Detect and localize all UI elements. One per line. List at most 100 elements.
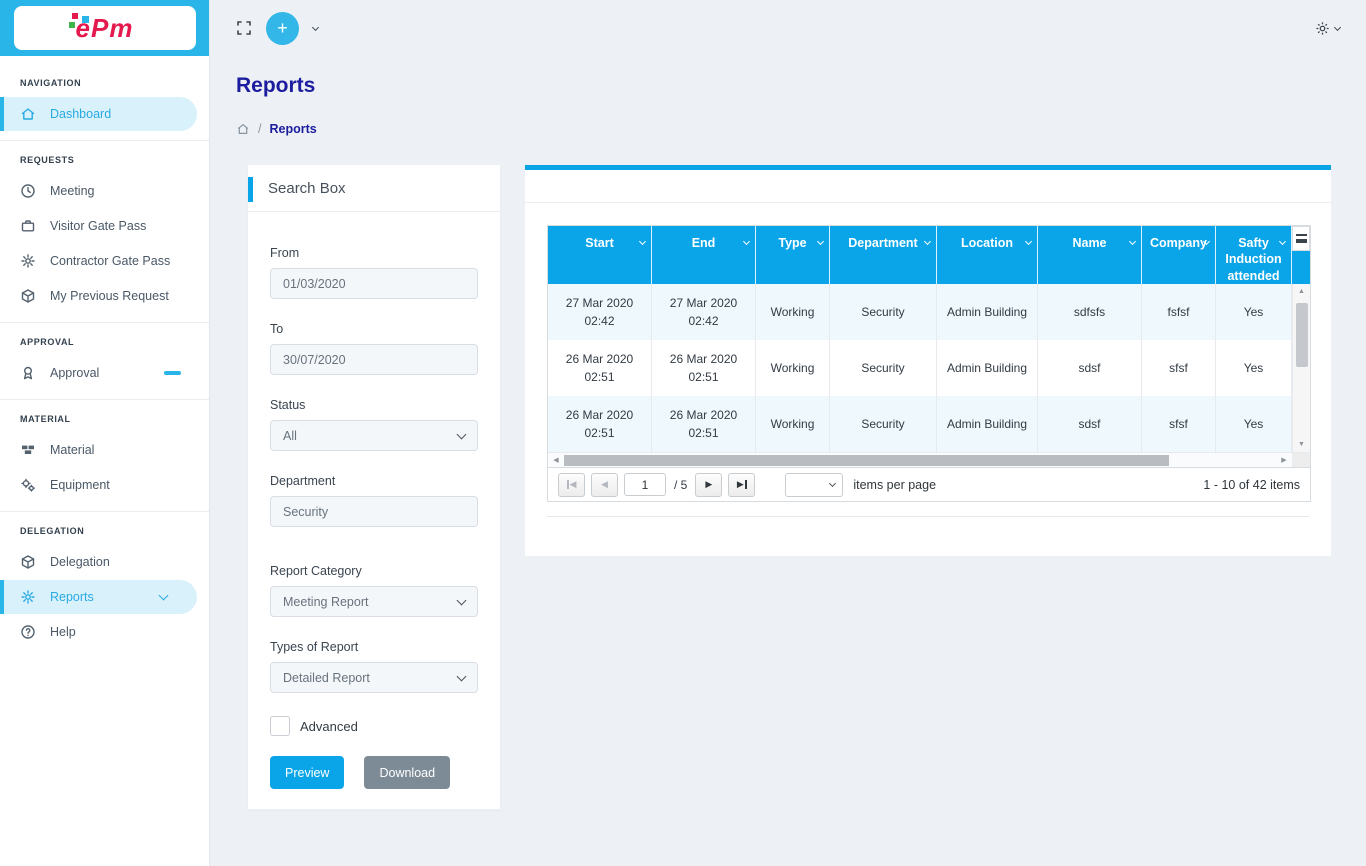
cell-end: 26 Mar 2020 02:51 bbox=[652, 340, 756, 396]
sidebar-item-equipment[interactable]: Equipment bbox=[0, 468, 209, 502]
sidebar-item-label: Material bbox=[50, 443, 94, 457]
column-header-company[interactable]: Company bbox=[1142, 226, 1216, 284]
grid-header-menu-column bbox=[1292, 226, 1310, 284]
horizontal-scroll-thumb[interactable] bbox=[564, 455, 1169, 466]
download-button[interactable]: Download bbox=[364, 756, 450, 789]
total-pages-label: / 5 bbox=[674, 478, 687, 492]
section-label-delegation: Delegation bbox=[0, 516, 209, 544]
settings-menu[interactable] bbox=[1315, 21, 1340, 36]
pagination-bar: ◀ ◀ / 5 ▶ ▶ items per page 1 - 10 of 42 … bbox=[548, 467, 1310, 501]
column-header-name[interactable]: Name bbox=[1038, 226, 1142, 284]
cell-safty: Yes bbox=[1216, 340, 1292, 396]
department-input[interactable] bbox=[270, 496, 478, 527]
scroll-down-arrow[interactable]: ▼ bbox=[1293, 437, 1310, 452]
logo-square-green bbox=[69, 22, 75, 28]
cell-end: 27 Mar 2020 02:42 bbox=[652, 284, 756, 340]
scroll-right-arrow[interactable]: ▶ bbox=[1276, 456, 1292, 464]
cell-start: 26 Mar 2020 02:51 bbox=[548, 340, 652, 396]
to-label: To bbox=[270, 322, 478, 336]
brand-logo[interactable]: ePm bbox=[14, 6, 196, 50]
page-number-input[interactable] bbox=[624, 473, 666, 496]
collapse-minus-badge[interactable] bbox=[164, 371, 181, 375]
cell-name: sdfsfs bbox=[1038, 284, 1142, 340]
table-row[interactable]: 26 Mar 2020 02:51 26 Mar 2020 02:51 Work… bbox=[548, 340, 1292, 396]
fullscreen-icon[interactable] bbox=[236, 20, 252, 36]
chevron-down-icon[interactable] bbox=[1025, 238, 1032, 245]
sidebar-item-dashboard[interactable]: Dashboard bbox=[0, 97, 197, 131]
search-box-title: Search Box bbox=[268, 180, 346, 197]
column-header-type[interactable]: Type bbox=[756, 226, 830, 284]
first-page-button[interactable]: ◀ bbox=[558, 473, 585, 497]
sidebar-item-help[interactable]: Help bbox=[0, 615, 209, 649]
preview-button[interactable]: Preview bbox=[270, 756, 344, 789]
chevron-down-icon[interactable] bbox=[1279, 238, 1286, 245]
report-table-panel: Start End Type Department Location Name … bbox=[524, 164, 1332, 557]
cell-end: 26 Mar 2020 02:51 bbox=[652, 396, 756, 452]
sidebar-item-visitor-gate-pass[interactable]: Visitor Gate Pass bbox=[0, 209, 209, 243]
column-header-location[interactable]: Location bbox=[937, 226, 1038, 284]
sidebar-item-material[interactable]: Material bbox=[0, 433, 209, 467]
report-category-select[interactable]: Meeting Report bbox=[270, 586, 478, 617]
last-page-button[interactable]: ▶ bbox=[728, 473, 755, 497]
items-per-page-label: items per page bbox=[853, 478, 936, 492]
sidebar-item-approval[interactable]: Approval bbox=[0, 356, 209, 390]
cell-start: 26 Mar 2020 02:51 bbox=[548, 396, 652, 452]
cell-department: Security bbox=[830, 340, 937, 396]
grid-rows: 27 Mar 2020 02:42 27 Mar 2020 02:42 Work… bbox=[548, 284, 1292, 452]
gears-icon bbox=[20, 477, 36, 493]
types-of-report-select[interactable]: Detailed Report bbox=[270, 662, 478, 693]
chevron-down-icon[interactable] bbox=[1129, 238, 1136, 245]
previous-page-button[interactable]: ◀ bbox=[591, 473, 618, 497]
advanced-checkbox[interactable] bbox=[270, 716, 290, 736]
sidebar-item-contractor-gate-pass[interactable]: Contractor Gate Pass bbox=[0, 244, 209, 278]
chevron-down-icon[interactable] bbox=[312, 23, 319, 30]
sidebar-nav: Navigation Dashboard Requests Meeting Vi… bbox=[0, 56, 209, 866]
sidebar-item-label: Approval bbox=[50, 366, 99, 380]
column-header-department[interactable]: Department bbox=[830, 226, 937, 284]
search-box-panel: Search Box From To Status All bbox=[247, 164, 501, 810]
status-select[interactable]: All bbox=[270, 420, 478, 451]
cell-location: Admin Building bbox=[937, 284, 1038, 340]
status-label: Status bbox=[270, 398, 478, 412]
chevron-down-icon[interactable] bbox=[743, 238, 750, 245]
sidebar-item-reports[interactable]: Reports bbox=[0, 580, 197, 614]
next-page-button[interactable]: ▶ bbox=[695, 473, 722, 497]
divider bbox=[0, 140, 209, 141]
column-menu-button[interactable] bbox=[1292, 226, 1310, 251]
cell-type: Working bbox=[756, 340, 830, 396]
chevron-down-icon[interactable] bbox=[817, 238, 824, 245]
types-of-report-label: Types of Report bbox=[270, 640, 478, 654]
column-header-end[interactable]: End bbox=[652, 226, 756, 284]
table-row[interactable]: 26 Mar 2020 02:51 26 Mar 2020 02:51 Work… bbox=[548, 396, 1292, 452]
cell-company: sfsf bbox=[1142, 340, 1216, 396]
chevron-down-icon[interactable] bbox=[639, 238, 646, 245]
scroll-up-arrow[interactable]: ▲ bbox=[1293, 284, 1310, 299]
gear-hub-icon bbox=[20, 589, 36, 605]
package-icon bbox=[20, 288, 36, 304]
topbar: + bbox=[210, 0, 1366, 56]
sidebar-item-meeting[interactable]: Meeting bbox=[0, 174, 209, 208]
department-label: Department bbox=[270, 474, 478, 488]
vertical-scroll-thumb[interactable] bbox=[1296, 303, 1308, 367]
from-date-input[interactable] bbox=[270, 268, 478, 299]
advanced-label: Advanced bbox=[300, 719, 358, 734]
items-range-label: 1 - 10 of 42 items bbox=[1203, 478, 1300, 492]
page-content: Reports / Reports Search Box From To bbox=[210, 56, 1366, 810]
breadcrumb-current: Reports bbox=[269, 122, 316, 136]
cell-safty: Yes bbox=[1216, 284, 1292, 340]
to-date-input[interactable] bbox=[270, 344, 478, 375]
column-header-start[interactable]: Start bbox=[548, 226, 652, 284]
home-icon[interactable] bbox=[236, 122, 250, 136]
horizontal-scrollbar[interactable]: ◀ ▶ bbox=[548, 452, 1310, 467]
scroll-left-arrow[interactable]: ◀ bbox=[548, 456, 564, 464]
vertical-scrollbar[interactable]: ▲ ▼ bbox=[1292, 284, 1310, 452]
table-row[interactable]: 27 Mar 2020 02:42 27 Mar 2020 02:42 Work… bbox=[548, 284, 1292, 340]
sidebar-item-my-previous-request[interactable]: My Previous Request bbox=[0, 279, 209, 313]
column-header-safty-induction[interactable]: Safty Induction attended bbox=[1216, 226, 1292, 284]
add-button[interactable]: + bbox=[266, 12, 299, 45]
clock-icon bbox=[20, 183, 36, 199]
chevron-down-icon[interactable] bbox=[924, 238, 931, 245]
sidebar-item-delegation[interactable]: Delegation bbox=[0, 545, 209, 579]
cell-name: sdsf bbox=[1038, 396, 1142, 452]
cell-start: 27 Mar 2020 02:42 bbox=[548, 284, 652, 340]
